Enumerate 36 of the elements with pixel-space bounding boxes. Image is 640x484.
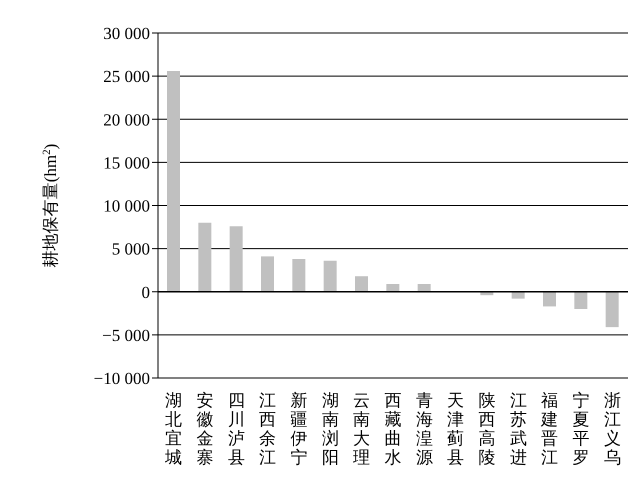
bar	[230, 226, 243, 292]
bar	[355, 276, 368, 292]
x-tick-label: 安徽金寨	[196, 391, 214, 467]
y-tick-label: 0	[142, 282, 150, 302]
x-tick-label: 湖南浏阳	[322, 391, 339, 467]
y-tick-label: 15 000	[103, 153, 150, 172]
x-tick-label: 福建晋江	[540, 391, 558, 467]
y-tick-label: 20 000	[103, 110, 150, 130]
x-tick-label: 天津蓟县	[447, 391, 464, 467]
x-tick-label: 江西余江	[259, 391, 276, 467]
x-tick-label: 云南大理	[353, 391, 370, 467]
bar	[606, 292, 619, 328]
x-tick-label: 四川泸县	[228, 391, 245, 467]
y-tick-label: −10 000	[94, 369, 150, 388]
bar	[386, 284, 400, 292]
x-tick-label: 浙江义乌	[604, 391, 621, 467]
x-tick-label: 宁夏平罗	[572, 391, 590, 467]
x-tick-label: 江苏武进	[510, 391, 527, 467]
bar	[324, 260, 337, 292]
bar	[543, 292, 556, 306]
x-tick-label: 青海湟源	[416, 391, 433, 467]
bar	[418, 284, 431, 292]
bar	[198, 222, 212, 292]
x-tick-label: 西藏曲水	[384, 391, 402, 467]
x-tick-label: 陕西高陵	[478, 391, 496, 467]
bar	[167, 70, 180, 292]
y-tick-label: −5 000	[102, 326, 150, 345]
x-tick-label: 湖北宜城	[164, 391, 182, 467]
x-tick-label: 新疆伊宁	[290, 391, 308, 467]
y-tick-label: 25 000	[103, 67, 150, 86]
bar	[292, 258, 306, 292]
y-tick-label: 30 000	[103, 24, 150, 44]
bar	[574, 292, 588, 309]
y-tick-label: 10 000	[103, 196, 150, 216]
bar	[261, 256, 274, 292]
y-tick-label: 5 000	[112, 240, 150, 259]
